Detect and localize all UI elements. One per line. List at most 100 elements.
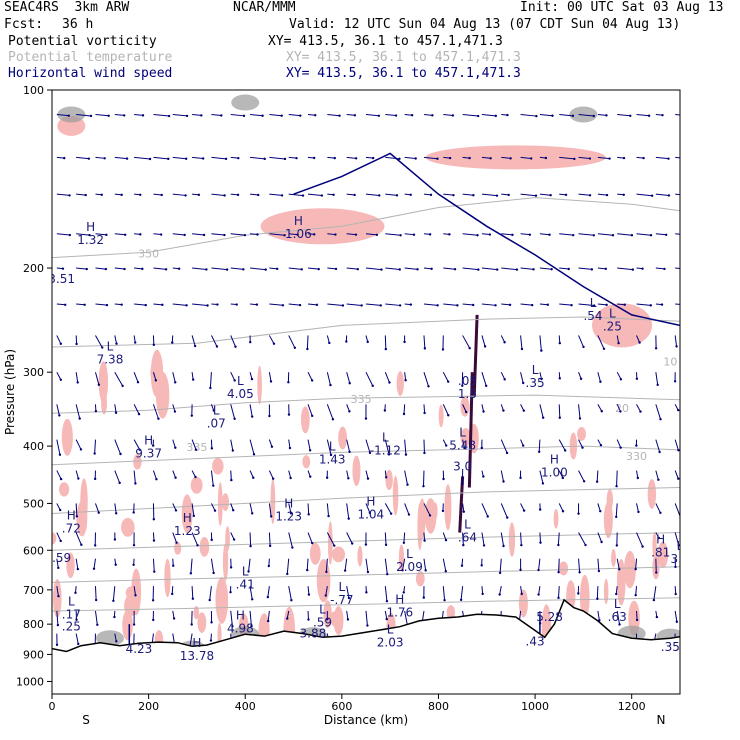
wind-vector-head: [334, 233, 337, 236]
x-tick-label: 600: [331, 700, 352, 713]
wind-vector-head: [558, 341, 562, 345]
wind-vector-head: [611, 234, 615, 237]
wind-vector: [191, 586, 194, 599]
wind-vector: [578, 193, 591, 196]
wind-vector-head: [356, 267, 359, 271]
wind-vector: [636, 303, 651, 306]
wind-vector: [558, 404, 561, 418]
pv-contour: [458, 476, 465, 533]
wind-vector-head: [67, 114, 70, 117]
wind-vector-head: [605, 114, 608, 117]
wind-vector-head: [511, 233, 514, 237]
wind-vector: [210, 503, 216, 511]
wind-vector-head: [215, 345, 219, 348]
wind-vector-head: [590, 268, 594, 271]
wind-vector-head: [368, 511, 372, 515]
wind-vector: [249, 404, 253, 417]
wind-vector: [95, 335, 103, 348]
pv-blob: [197, 612, 207, 633]
wind-vector-head: [225, 268, 229, 271]
wind-vector: [636, 470, 639, 479]
wind-vector-head: [600, 410, 603, 413]
wind-vector: [326, 335, 330, 344]
wind-vector: [539, 404, 544, 418]
wind-vector-head: [444, 570, 448, 573]
wind-vector-head: [428, 514, 432, 517]
wind-vector: [520, 193, 537, 197]
wind-vector-head: [174, 381, 177, 384]
wind-vector-head: [151, 444, 155, 447]
wind-vector-head: [505, 451, 509, 455]
pv-blob: [616, 558, 626, 606]
extremum-type: L: [107, 339, 114, 353]
extremum-value: .63: [608, 610, 627, 624]
wind-vector-head: [484, 384, 488, 388]
wind-vector: [616, 404, 621, 412]
wind-vector-head: [107, 114, 110, 118]
extremum-type: L: [68, 594, 75, 608]
wind-vector-head: [577, 592, 580, 595]
wind-vector-head: [264, 268, 267, 271]
wind-vector: [172, 156, 187, 160]
wind-vector: [481, 503, 489, 517]
extremum-value: .35: [526, 376, 545, 390]
wind-vector-head: [289, 476, 292, 480]
wind-vector-head: [121, 384, 124, 388]
wind-vector-head: [139, 233, 142, 236]
wind-vector-head: [451, 114, 455, 117]
wind-vector: [460, 586, 464, 600]
wind-vector: [442, 371, 449, 382]
wind-vector-head: [395, 194, 399, 197]
wind-vector-head: [600, 540, 603, 544]
wind-vector: [152, 372, 157, 381]
pv-blob: [270, 478, 276, 525]
wind-vector-head: [481, 592, 484, 596]
field-pv-coords: XY= 413.5, 36.1 to 457.1,471.3: [268, 34, 503, 49]
wind-vector-head: [649, 304, 652, 307]
wind-vector: [325, 558, 328, 572]
wind-vector: [385, 267, 400, 270]
wind-vector-head: [138, 448, 141, 451]
y-tick-label: 800: [23, 618, 44, 631]
pv-blob: [332, 546, 346, 563]
wind-vector-head: [154, 379, 158, 382]
endpoint-right-label: N: [657, 713, 666, 727]
wind-vector-head: [498, 593, 501, 596]
wind-vector: [558, 586, 560, 598]
pv-blob: [577, 427, 587, 441]
wind-vector: [191, 470, 196, 478]
wind-vector: [153, 156, 169, 160]
wind-vector-head: [573, 157, 576, 161]
wind-vector: [56, 586, 59, 597]
y-axis-label: Pressure (hPa): [3, 349, 17, 435]
wind-vector-head: [641, 545, 644, 548]
wind-vector: [423, 113, 433, 116]
wind-vector: [655, 267, 665, 270]
pv-blob: [508, 522, 516, 557]
wind-vector-head: [615, 544, 619, 547]
extremum-value: .59: [313, 616, 332, 630]
wind-vector-head: [540, 377, 543, 381]
wind-vector-head: [94, 409, 98, 413]
wind-vector-head: [377, 114, 381, 117]
wind-vector: [578, 156, 590, 160]
wind-vector-head: [615, 592, 618, 596]
x-tick-label: 0: [49, 700, 56, 713]
wind-vector-head: [148, 157, 152, 161]
wind-vector-head: [209, 639, 213, 642]
wind-vector-head: [422, 596, 426, 599]
wind-vector-head: [445, 444, 448, 447]
wind-vector-head: [115, 640, 118, 643]
wind-vector: [346, 586, 350, 599]
wind-vector: [326, 404, 334, 420]
wind-vector: [114, 233, 126, 236]
wind-vector: [307, 113, 316, 116]
wind-vector-head: [59, 342, 63, 345]
wind-vector-head: [164, 268, 168, 271]
wind-vector: [114, 371, 124, 387]
wind-vector: [655, 233, 667, 236]
wind-vector: [56, 439, 61, 455]
wind-vector-head: [327, 514, 330, 518]
theta-isentrope: [52, 597, 680, 612]
wind-vector: [481, 586, 484, 594]
